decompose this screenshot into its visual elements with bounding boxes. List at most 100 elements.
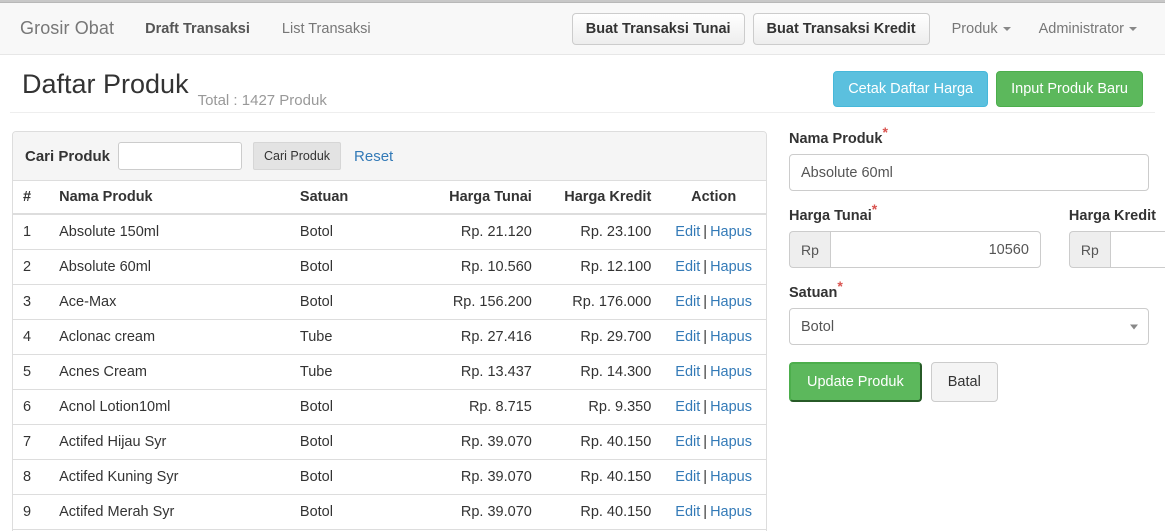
hapus-link[interactable]: Hapus bbox=[710, 364, 752, 380]
edit-link[interactable]: Edit bbox=[675, 224, 701, 240]
cell-no: 3 bbox=[13, 284, 50, 320]
cell-no: 9 bbox=[13, 494, 50, 530]
required-marker: * bbox=[871, 201, 878, 218]
nav-dropdown-administrator-label: Administrator bbox=[1038, 20, 1124, 37]
search-input[interactable] bbox=[118, 142, 243, 170]
hapus-link[interactable]: Hapus bbox=[710, 399, 752, 415]
hapus-link[interactable]: Hapus bbox=[710, 294, 752, 310]
cell-harga-tunai: Rp. 38.028 bbox=[417, 529, 542, 531]
nav-link-list-transaksi[interactable]: List Transaksi bbox=[281, 20, 371, 37]
label-harga-tunai-text: Harga Tunai bbox=[789, 208, 872, 224]
input-produk-baru-button[interactable]: Input Produk Baru bbox=[996, 71, 1143, 107]
buat-transaksi-tunai-button[interactable]: Buat Transaksi Tunai bbox=[571, 12, 745, 45]
harga-tunai-input[interactable] bbox=[829, 231, 1041, 268]
cell-harga-kredit: Rp. 39.600 bbox=[541, 529, 662, 531]
field-satuan: Satuan* bbox=[789, 279, 1149, 345]
hapus-link[interactable]: Hapus bbox=[710, 469, 752, 485]
product-list-column: Cari Produk Cari Produk Reset # Nama Pro… bbox=[12, 131, 767, 531]
edit-link[interactable]: Edit bbox=[675, 469, 701, 485]
cell-action: Edit|Hapus bbox=[661, 389, 766, 425]
currency-addon-rp: Rp bbox=[789, 231, 830, 268]
top-strip bbox=[0, 0, 1165, 3]
edit-link[interactable]: Edit bbox=[675, 364, 701, 380]
hapus-link[interactable]: Hapus bbox=[710, 259, 752, 275]
cell-nama: Actifed Merah Syr bbox=[49, 494, 290, 530]
edit-link[interactable]: Edit bbox=[675, 329, 701, 345]
cell-harga-tunai: Rp. 8.715 bbox=[417, 389, 542, 425]
cell-harga-kredit: Rp. 176.000 bbox=[541, 284, 662, 320]
harga-kredit-input-group: Rp bbox=[1068, 231, 1165, 268]
update-produk-button[interactable]: Update Produk bbox=[789, 362, 922, 402]
hapus-link[interactable]: Hapus bbox=[710, 434, 752, 450]
nav-dropdown-administrator[interactable]: Administrator bbox=[1025, 21, 1151, 37]
cell-nama: Acnes Cream bbox=[49, 354, 290, 390]
col-header-nama: Nama Produk bbox=[49, 181, 290, 215]
cetak-daftar-harga-button[interactable]: Cetak Daftar Harga bbox=[833, 71, 989, 107]
nav-dropdown-produk[interactable]: Produk bbox=[938, 21, 1025, 37]
label-harga-tunai: Harga Tunai* bbox=[789, 202, 1041, 224]
cell-satuan: Renteng bbox=[289, 529, 418, 531]
nav-link-draft-transaksi[interactable]: Draft Transaksi bbox=[145, 20, 250, 37]
product-table: # Nama Produk Satuan Harga Tunai Harga K… bbox=[13, 181, 766, 531]
label-satuan-text: Satuan bbox=[789, 285, 838, 301]
filter-label: Cari Produk bbox=[25, 147, 111, 165]
label-nama-produk-text: Nama Produk bbox=[789, 131, 883, 147]
cell-no: 4 bbox=[13, 319, 50, 355]
required-marker: * bbox=[882, 124, 888, 141]
edit-link[interactable]: Edit bbox=[675, 504, 701, 520]
cell-harga-tunai: Rp. 39.070 bbox=[417, 424, 542, 460]
cell-harga-tunai: Rp. 27.416 bbox=[417, 319, 542, 355]
hapus-link[interactable]: Hapus bbox=[710, 504, 752, 520]
currency-addon-rp: Rp bbox=[1068, 231, 1110, 268]
cell-harga-kredit: Rp. 40.150 bbox=[541, 459, 662, 495]
page-title: Daftar Produk bbox=[22, 69, 189, 99]
cell-action: Edit|Hapus bbox=[661, 494, 766, 530]
batal-button[interactable]: Batal bbox=[930, 362, 998, 402]
hapus-link[interactable]: Hapus bbox=[710, 224, 752, 240]
cell-harga-kredit: Rp. 29.700 bbox=[541, 319, 662, 355]
nama-produk-input[interactable] bbox=[789, 154, 1149, 191]
product-form-column: Nama Produk* Harga Tunai* Rp Harga Kredi… bbox=[789, 125, 1165, 531]
table-header-row: # Nama Produk Satuan Harga Tunai Harga K… bbox=[13, 181, 766, 215]
cell-action: Edit|Hapus bbox=[661, 424, 766, 460]
harga-kredit-input[interactable] bbox=[1109, 231, 1165, 268]
cell-nama: Acnol Lotion10ml bbox=[49, 389, 290, 425]
cell-no: 2 bbox=[13, 249, 50, 285]
edit-link[interactable]: Edit bbox=[675, 259, 701, 275]
search-button[interactable]: Cari Produk bbox=[253, 142, 342, 170]
satuan-select[interactable] bbox=[789, 308, 1149, 345]
edit-link[interactable]: Edit bbox=[675, 434, 701, 450]
cell-harga-kredit: Rp. 40.150 bbox=[541, 494, 662, 530]
cell-nama: Actifed Kuning Syr bbox=[49, 459, 290, 495]
reset-link[interactable]: Reset bbox=[354, 147, 394, 165]
table-row: 6 Acnol Lotion10ml Botol Rp. 8.715 Rp. 9.350… bbox=[13, 389, 766, 425]
edit-link[interactable]: Edit bbox=[675, 399, 701, 415]
table-row: 4 Aclonac cream Tube Rp. 27.416 Rp. 29.700 Ed… bbox=[13, 319, 766, 355]
label-satuan: Satuan* bbox=[789, 279, 1149, 301]
cell-action: Edit|Hapus bbox=[661, 213, 766, 250]
cell-nama: Actifed Hijau Syr bbox=[49, 424, 290, 460]
product-list-panel: Cari Produk Cari Produk Reset # Nama Pro… bbox=[12, 131, 767, 531]
cell-harga-tunai: Rp. 156.200 bbox=[417, 284, 542, 320]
cell-nama: Absolute 60ml bbox=[49, 249, 290, 285]
cell-satuan: Botol bbox=[289, 284, 418, 320]
cell-no: 10 bbox=[13, 529, 50, 531]
cell-action: Edit|Hapus bbox=[661, 529, 766, 531]
field-harga-tunai: Harga Tunai* Rp bbox=[789, 202, 1041, 268]
buat-transaksi-kredit-button[interactable]: Buat Transaksi Kredit bbox=[752, 12, 930, 45]
cell-no: 7 bbox=[13, 424, 50, 460]
hapus-link[interactable]: Hapus bbox=[710, 329, 752, 345]
chevron-down-icon bbox=[1002, 26, 1011, 31]
table-row: 7 Actifed Hijau Syr Botol Rp. 39.070 Rp. 40.… bbox=[13, 424, 766, 460]
table-row: 5 Acnes Cream Tube Rp. 13.437 Rp. 14.300 Edit… bbox=[13, 354, 766, 390]
cell-harga-tunai: Rp. 39.070 bbox=[417, 494, 542, 530]
cell-satuan: Botol bbox=[289, 389, 418, 425]
table-row: 9 Actifed Merah Syr Botol Rp. 39.070 Rp. 40.… bbox=[13, 494, 766, 530]
edit-link[interactable]: Edit bbox=[675, 294, 701, 310]
col-header-no: # bbox=[13, 181, 50, 215]
cell-harga-kredit: Rp. 40.150 bbox=[541, 424, 662, 460]
brand-logo[interactable]: Grosir Obat bbox=[20, 18, 115, 38]
harga-tunai-input-group: Rp bbox=[789, 231, 1041, 268]
cell-satuan: Botol bbox=[289, 249, 418, 285]
filter-bar: Cari Produk Cari Produk Reset bbox=[13, 132, 766, 181]
